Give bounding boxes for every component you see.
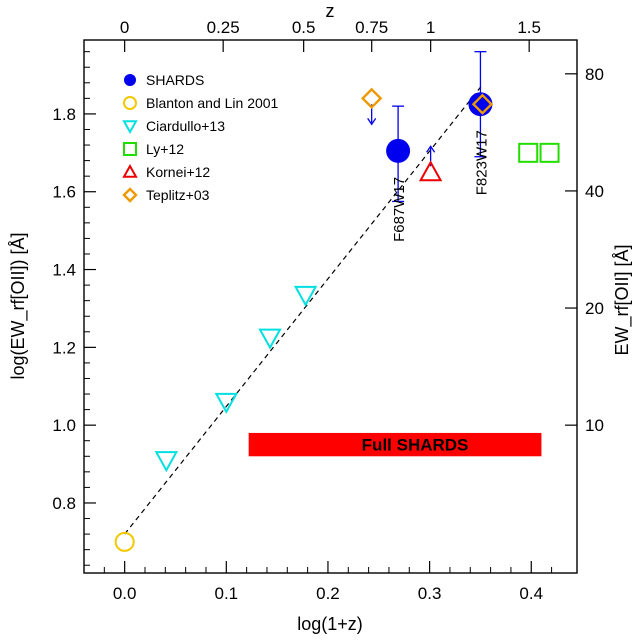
- point-shards: [386, 138, 411, 163]
- top-tick-label: 0.25: [207, 18, 240, 37]
- point-label: F687W17: [391, 177, 408, 242]
- right-tick-label: 40: [585, 182, 604, 201]
- point-teplitz-03: [471, 93, 494, 115]
- legend-label: SHARDS: [146, 72, 204, 88]
- top-tick-label: 0.75: [355, 18, 388, 37]
- x-tick-label: 0.2: [316, 584, 340, 603]
- legend-label: Kornei+12: [146, 164, 210, 180]
- x-tick-label: 0.1: [214, 584, 238, 603]
- y-tick-label: 1.4: [52, 261, 76, 280]
- right-tick-label: 80: [585, 65, 604, 84]
- legend-marker: [123, 142, 137, 156]
- legend-marker: [122, 120, 138, 135]
- x-axis-label: log(1+z): [297, 614, 363, 634]
- legend-marker: [124, 74, 136, 86]
- top-axis-label: z: [326, 1, 335, 21]
- point-ciardullo-13: [258, 328, 282, 350]
- point-ciardullo-13: [214, 392, 239, 414]
- chart-marks: Full SHARDS F687W17 F823W17: [114, 51, 560, 552]
- plot-frame: [83, 39, 578, 574]
- axes: 0.0 0.1 0.2 0.3 0.4 0.8 1.0 1.2 1.4 1.6 1.8 0 0.25 0.…: [52, 18, 604, 603]
- legend-marker: [123, 96, 137, 110]
- x-tick-label: 0.3: [418, 584, 442, 603]
- point-ciardullo-13: [293, 285, 318, 307]
- legend: SHARDS Blanton and Lin 2001 Ciardullo+13 Ly…: [122, 72, 279, 203]
- full-shards-bar: [248, 432, 542, 457]
- top-tick-label: 1.5: [517, 18, 541, 37]
- top-tick-label: 0: [120, 18, 129, 37]
- top-tick-label: 1: [426, 18, 435, 37]
- x-tick-label: 0.0: [113, 584, 137, 603]
- limit-arrow-head: [367, 117, 377, 126]
- legend-marker: [122, 163, 138, 178]
- full-shards-bar-label: Full SHARDS: [362, 436, 469, 455]
- point-label: F823W17: [473, 130, 490, 195]
- y-tick-label: 1.0: [52, 416, 76, 435]
- legend-marker: [122, 187, 138, 203]
- legend-label: Blanton and Lin 2001: [146, 95, 279, 111]
- legend-label: Ly+12: [146, 141, 184, 157]
- right-axis-label: EW_rf[OII] [Å]: [612, 244, 633, 355]
- point-ly-12: [539, 142, 560, 163]
- fit-line: [124, 84, 483, 535]
- x-tick-label: 0.4: [519, 584, 543, 603]
- y-tick-label: 1.6: [52, 183, 76, 202]
- legend-label: Ciardullo+13: [146, 118, 225, 134]
- point-kornei-12: [418, 160, 443, 182]
- limit-arrow-head: [426, 145, 436, 153]
- y-axis-label: log(EW_rf[OII]) [Å]: [8, 232, 29, 379]
- top-tick-label: 0.5: [292, 18, 316, 37]
- legend-label: Teplitz+03: [146, 187, 210, 203]
- point-blanton-and-lin-2001: [114, 531, 135, 552]
- right-tick-label: 10: [585, 416, 604, 435]
- point-teplitz-03: [360, 87, 383, 110]
- y-tick-label: 0.8: [52, 494, 76, 513]
- y-tick-label: 1.2: [52, 338, 76, 357]
- y-tick-label: 1.8: [52, 105, 76, 124]
- right-tick-label: 20: [585, 299, 604, 318]
- point-ly-12: [518, 142, 539, 163]
- point-ciardullo-13: [154, 451, 179, 473]
